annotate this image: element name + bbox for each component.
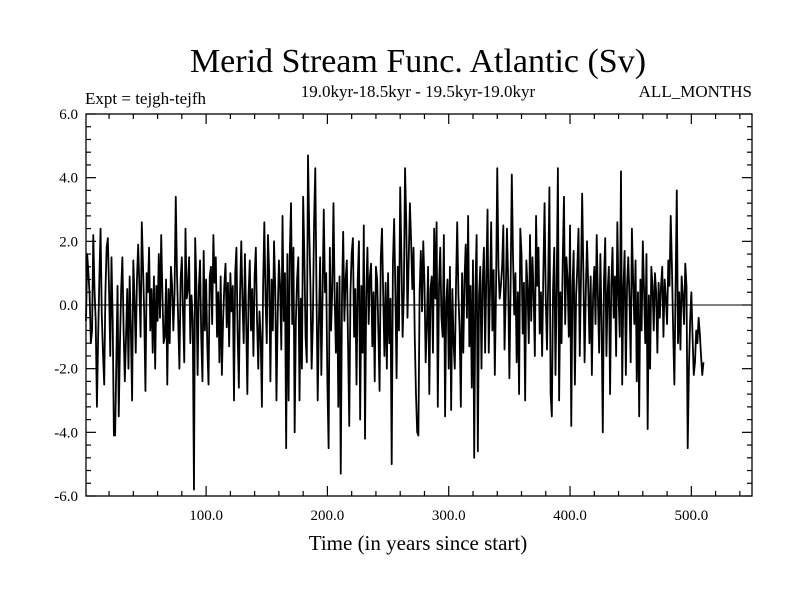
x-tick-label: 400.0 — [553, 508, 587, 524]
y-tick-label: -2.0 — [54, 362, 78, 378]
y-tick-label: 2.0 — [59, 234, 78, 250]
x-tick-label: 500.0 — [674, 508, 708, 524]
y-tick-label: 0.0 — [59, 298, 78, 314]
series-line — [85, 154, 705, 491]
chart-subtitle-center: 19.0kyr-18.5kyr - 19.5kyr-19.0kyr — [301, 82, 536, 101]
plot-frame — [85, 113, 753, 497]
y-tick-label: -6.0 — [54, 489, 78, 505]
y-tick-label: 6.0 — [59, 107, 78, 123]
chart-title: Merid Stream Func. Atlantic (Sv) — [190, 43, 646, 80]
chart-subtitle-left: Expt = tejgh-tejfh — [85, 89, 207, 108]
x-tick-label: 100.0 — [189, 508, 223, 524]
y-tick-label: -4.0 — [54, 425, 78, 441]
y-tick-label: 4.0 — [59, 171, 78, 187]
x-axis-label: Time (in years since start) — [309, 531, 528, 555]
chart-subtitle-right: ALL_MONTHS — [639, 82, 752, 101]
x-tick-label: 200.0 — [311, 508, 345, 524]
x-tick-label: 300.0 — [432, 508, 466, 524]
